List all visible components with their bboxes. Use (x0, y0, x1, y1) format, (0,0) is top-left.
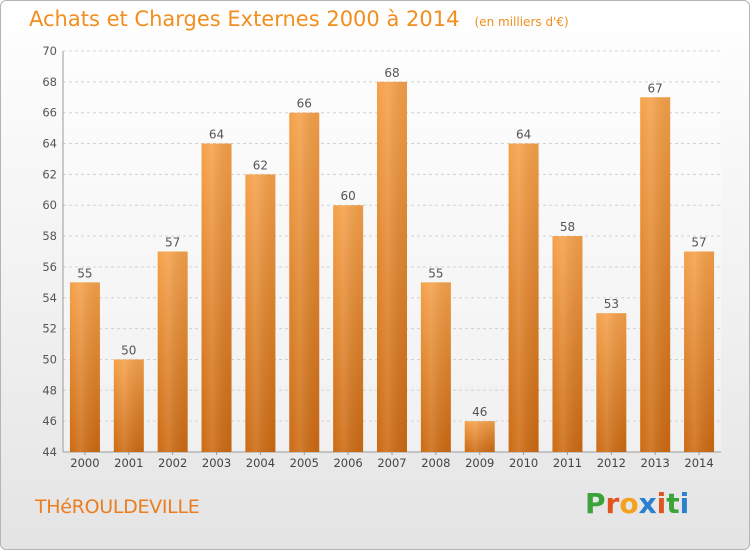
x-tick-label: 2006 (333, 456, 362, 470)
value-label: 50 (121, 343, 136, 357)
proxiti-logo: Proxiti (585, 487, 689, 520)
value-label: 64 (516, 128, 531, 142)
logo-letter: o (619, 487, 639, 520)
value-label: 57 (691, 236, 706, 250)
x-tick-label: 2000 (70, 456, 99, 470)
y-tick-label: 44 (42, 445, 57, 459)
logo-letter: r (605, 487, 620, 520)
y-tick-label: 66 (42, 106, 57, 120)
value-label: 64 (209, 128, 224, 142)
value-label: 68 (384, 66, 399, 80)
bar-shine (157, 251, 188, 452)
x-tick-label: 2012 (597, 456, 626, 470)
logo-letter: i (679, 487, 690, 520)
value-label: 58 (560, 220, 575, 234)
chart-title-block: Achats et Charges Externes 2000 à 2014 (… (29, 7, 569, 31)
bar-shine (69, 282, 100, 452)
value-label: 55 (77, 266, 92, 280)
bar-shine (640, 97, 671, 453)
value-label: 57 (165, 236, 180, 250)
x-tick-label: 2001 (114, 456, 143, 470)
y-tick-label: 64 (42, 137, 57, 151)
x-tick-label: 2002 (158, 456, 187, 470)
bar-shine (508, 143, 539, 453)
bar-shine (596, 313, 627, 452)
bar-shine (333, 205, 364, 452)
y-tick-label: 48 (42, 383, 57, 397)
value-label: 62 (253, 158, 268, 172)
bar-shine (684, 251, 715, 452)
x-tick-label: 2003 (202, 456, 231, 470)
unit-note: (en milliers d'€) (474, 15, 569, 29)
value-label: 66 (297, 97, 312, 111)
value-label: 53 (604, 297, 619, 311)
x-tick-label: 2007 (377, 456, 406, 470)
bar-shine (552, 236, 583, 452)
logo-letter: i (656, 487, 667, 520)
x-tick-label: 2009 (465, 456, 494, 470)
y-tick-label: 50 (42, 352, 57, 366)
y-tick-label: 70 (42, 44, 57, 58)
bar-shine (113, 359, 144, 452)
y-tick-label: 52 (42, 322, 57, 336)
y-tick-label: 62 (42, 167, 57, 181)
city-name: THéROULDEVILLE (35, 496, 200, 518)
y-tick-label: 68 (42, 75, 57, 89)
logo-letter: P (585, 487, 606, 520)
value-label: 67 (648, 81, 663, 95)
x-tick-label: 2014 (684, 456, 713, 470)
y-tick-label: 54 (42, 291, 57, 305)
x-tick-label: 2010 (509, 456, 538, 470)
bar-shine (289, 112, 320, 452)
bar-shine (464, 421, 495, 452)
value-label: 60 (340, 189, 355, 203)
logo-letter: x (638, 487, 657, 520)
x-tick-label: 2005 (290, 456, 319, 470)
x-tick-label: 2008 (421, 456, 450, 470)
value-label: 55 (428, 266, 443, 280)
x-tick-label: 2011 (553, 456, 582, 470)
y-tick-label: 46 (42, 414, 57, 428)
y-tick-label: 58 (42, 229, 57, 243)
bar-shine (377, 81, 407, 452)
bar-shine (245, 174, 276, 452)
bar-shine (420, 282, 451, 452)
bar-shine (201, 143, 232, 453)
x-tick-label: 2004 (246, 456, 275, 470)
value-label: 46 (472, 405, 487, 419)
y-tick-label: 56 (42, 260, 57, 274)
y-tick-label: 60 (42, 198, 57, 212)
x-tick-label: 2013 (641, 456, 670, 470)
logo-letter: t (666, 487, 680, 520)
chart-title: Achats et Charges Externes 2000 à 2014 (29, 7, 460, 31)
